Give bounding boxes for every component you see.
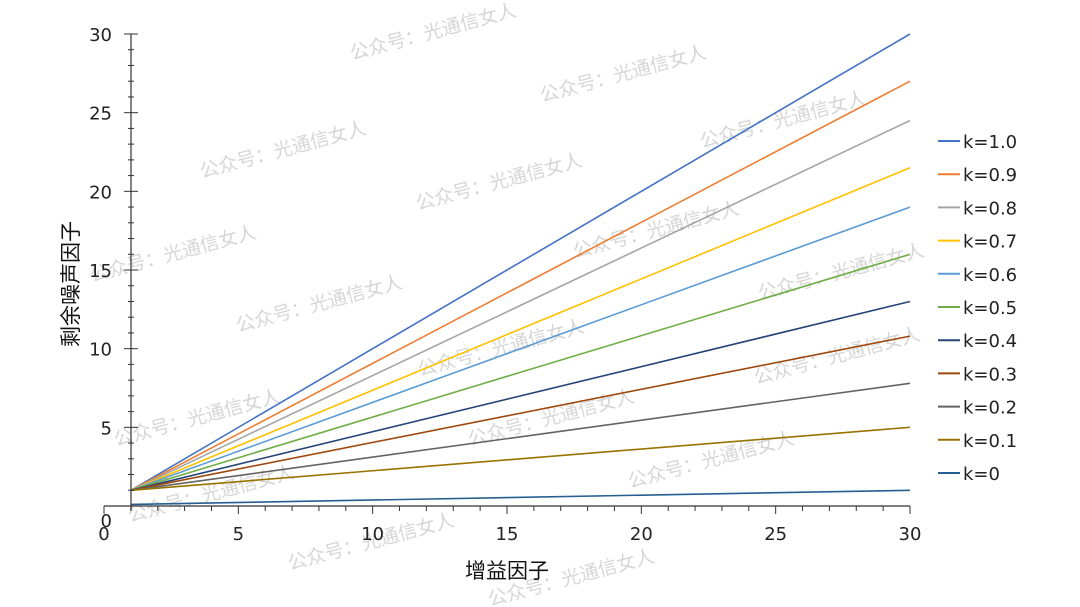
y-axis-title: 剩余噪声因子: [59, 221, 83, 347]
legend-label: k=0.6: [963, 265, 1017, 286]
series-line-k-0-7: [130, 166, 911, 492]
series-line-k-0-2: [130, 382, 911, 492]
series-line-k-0-8: [130, 119, 911, 492]
series-layer: [130, 33, 911, 506]
x-axis-title: 增益因子: [465, 559, 549, 583]
series-line-k-1-0: [130, 33, 911, 491]
y-tick-label: 5: [101, 418, 112, 439]
watermark-text: 公众号：光通信女人: [756, 239, 927, 305]
legend-label: k=0.9: [963, 165, 1017, 186]
watermark-text: 公众号：光通信女人: [234, 271, 405, 337]
watermark-text: 公众号：光通信女人: [416, 315, 587, 381]
series-line-k-0-1: [130, 426, 911, 492]
x-tick-label: 10: [361, 524, 384, 545]
y-tick-label: 20: [89, 182, 112, 203]
watermark-text: 公众号：光通信女人: [348, 0, 519, 65]
x-tick-label: 15: [496, 524, 519, 545]
legend-label: k=1.0: [963, 132, 1017, 153]
watermark-text: 公众号：光通信女人: [538, 41, 709, 107]
legend-label: k=0: [963, 464, 1000, 485]
legend-label: k=0.5: [963, 298, 1017, 319]
legend-label: k=0.4: [963, 331, 1017, 352]
series-line-k-0-9: [130, 80, 911, 492]
legend-label: k=0.8: [963, 198, 1017, 219]
legend-label: k=0.2: [963, 398, 1017, 419]
legend-label: k=0.3: [963, 364, 1017, 385]
y-tick-label: 30: [89, 25, 112, 46]
series-line-k-0: [130, 489, 911, 506]
watermark-text: 公众号：光通信女人: [626, 427, 797, 493]
axes-layer: [103, 33, 911, 514]
x-tick-label: 25: [764, 524, 787, 545]
x-tick-label: 20: [630, 524, 653, 545]
series-line-k-0-3: [130, 335, 911, 492]
watermark-layer: 公众号：光通信女人 公众号：光通信女人 公众号：光通信女人 公众号：光通信女人 …: [88, 0, 927, 607]
x-tick-label: 30: [899, 524, 922, 545]
series-line-k-0-6: [130, 206, 911, 492]
y-tick-label: 25: [89, 104, 112, 125]
watermark-text: 公众号：光通信女人: [198, 117, 369, 183]
y-tick-label: 15: [89, 261, 112, 282]
series-line-k-0-5: [130, 253, 911, 492]
tick-labels: 0 5 10 15 20 25 30 0 5 10 15 20 25 30: [89, 25, 921, 545]
legend-label: k=0.1: [963, 431, 1017, 452]
watermark-text: 公众号：光通信女人: [88, 221, 259, 287]
legend-label: k=0.7: [963, 232, 1017, 253]
x-tick-label: 5: [233, 524, 244, 545]
watermark-text: 公众号：光通信女人: [112, 385, 283, 451]
x-tick-label: 0: [98, 524, 109, 545]
y-tick-label: 0: [101, 511, 112, 532]
series-line-k-0-4: [130, 300, 911, 492]
y-tick-label: 10: [89, 340, 112, 361]
watermark-text: 公众号：光通信女人: [414, 149, 585, 215]
legend: k=1.0 k=0.9 k=0.8 k=0.7 k=0.6 k=0.5 k=0.4 k=0.3…: [938, 132, 1017, 485]
watermark-text: 公众号：光通信女人: [571, 197, 742, 263]
